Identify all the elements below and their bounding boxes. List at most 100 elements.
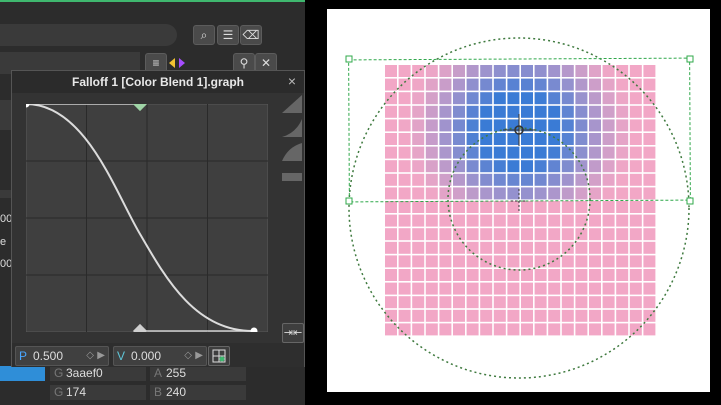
delete-icon: ⌫ [242, 28, 260, 42]
tile [466, 133, 479, 145]
tile [521, 296, 533, 309]
green-value: 174 [66, 385, 87, 399]
curve-preset-icon[interactable] [282, 95, 302, 113]
tile [466, 323, 479, 336]
tile [385, 105, 397, 118]
green-field[interactable]: G 174 [50, 385, 146, 400]
tile [425, 296, 438, 309]
tile [521, 173, 533, 186]
tile [602, 65, 615, 77]
tile [629, 214, 642, 227]
tile [385, 241, 397, 254]
keyframe-icon[interactable]: ◇ [184, 350, 192, 361]
value-field[interactable]: V 0.000 ◇ ▶ [113, 346, 207, 366]
tile [480, 323, 493, 336]
preview-viewport[interactable] [327, 9, 710, 392]
tile [453, 228, 465, 241]
snap-button[interactable] [208, 346, 230, 366]
tile [548, 269, 561, 281]
preview-canvas[interactable] [327, 9, 710, 392]
hex-field[interactable]: G 3aaef0 [50, 366, 146, 381]
tile [602, 173, 615, 186]
tile [602, 309, 615, 322]
tile [589, 173, 601, 186]
tile [412, 173, 425, 186]
tile [493, 214, 506, 227]
tile [534, 133, 547, 145]
tile [398, 187, 411, 200]
curve-preset-icon[interactable] [282, 119, 302, 137]
delete-button[interactable]: ⌫ [240, 25, 262, 45]
blue-value: 240 [166, 385, 187, 399]
tile [521, 160, 533, 173]
tile [616, 119, 629, 132]
tile [425, 201, 438, 213]
tile [534, 105, 547, 118]
search-icon: ⌕ [200, 28, 208, 42]
tile [480, 187, 493, 200]
tile [561, 269, 574, 281]
falloff-inner-circle[interactable] [447, 127, 591, 271]
tile [480, 269, 493, 281]
selection-handle[interactable] [345, 197, 353, 205]
tile [643, 241, 656, 254]
tile [616, 105, 629, 118]
tile [534, 160, 547, 173]
color-toggle-icon[interactable] [167, 56, 187, 70]
selection-handle[interactable] [686, 55, 694, 63]
fit-button[interactable]: ⇥⇤ [282, 323, 304, 343]
tile [602, 187, 615, 200]
dialog-close-button[interactable]: × [284, 73, 300, 89]
left-row-bg [0, 190, 11, 198]
tile [589, 119, 601, 132]
tile [453, 309, 465, 322]
tile [629, 65, 642, 77]
tile [507, 309, 520, 322]
tile [575, 187, 588, 200]
tile [534, 309, 547, 322]
blue-field[interactable]: B 240 [150, 385, 246, 400]
selection-handle[interactable] [345, 55, 353, 63]
selected-color-swatch[interactable] [0, 366, 45, 381]
green-key: G [54, 385, 64, 399]
left-value-a: 00 [0, 213, 13, 225]
keyframe-icon[interactable]: ◇ [86, 350, 94, 361]
selection-handle[interactable] [686, 197, 694, 205]
tile [439, 228, 452, 241]
arrow-icon[interactable]: ▶ [97, 350, 105, 361]
falloff-outer-circle[interactable] [348, 37, 690, 379]
tile [589, 255, 601, 268]
tile [507, 255, 520, 268]
tile [466, 296, 479, 309]
tile [521, 269, 533, 281]
curve-preset-icon[interactable] [282, 143, 302, 161]
pin-button[interactable]: ⚲ [233, 53, 255, 73]
tile [548, 187, 561, 200]
tile [493, 323, 506, 336]
tile [602, 92, 615, 105]
tile [493, 133, 506, 145]
tile [629, 309, 642, 322]
alpha-field[interactable]: A 255 [150, 366, 246, 381]
tile [385, 296, 397, 309]
curve-end-point[interactable] [250, 327, 258, 333]
tile [439, 187, 452, 200]
curve-preset-icon[interactable] [282, 173, 302, 181]
search-input[interactable] [0, 24, 177, 46]
tile [466, 214, 479, 227]
tile [425, 269, 438, 281]
tile [602, 241, 615, 254]
tile [507, 65, 520, 77]
tile [398, 269, 411, 281]
curve-start-point[interactable] [26, 104, 30, 108]
tile [466, 309, 479, 322]
tile [412, 296, 425, 309]
tangent-handle-point[interactable] [132, 323, 148, 332]
position-field[interactable]: P 0.500 ◇ ▶ [15, 346, 109, 366]
tile [439, 323, 452, 336]
add-layer-button[interactable]: ☰ [217, 25, 239, 45]
arrow-icon[interactable]: ▶ [195, 350, 203, 361]
search-options-button[interactable]: ⌕ [193, 25, 215, 45]
falloff-curve-graph[interactable] [26, 104, 268, 332]
tile [589, 269, 601, 281]
